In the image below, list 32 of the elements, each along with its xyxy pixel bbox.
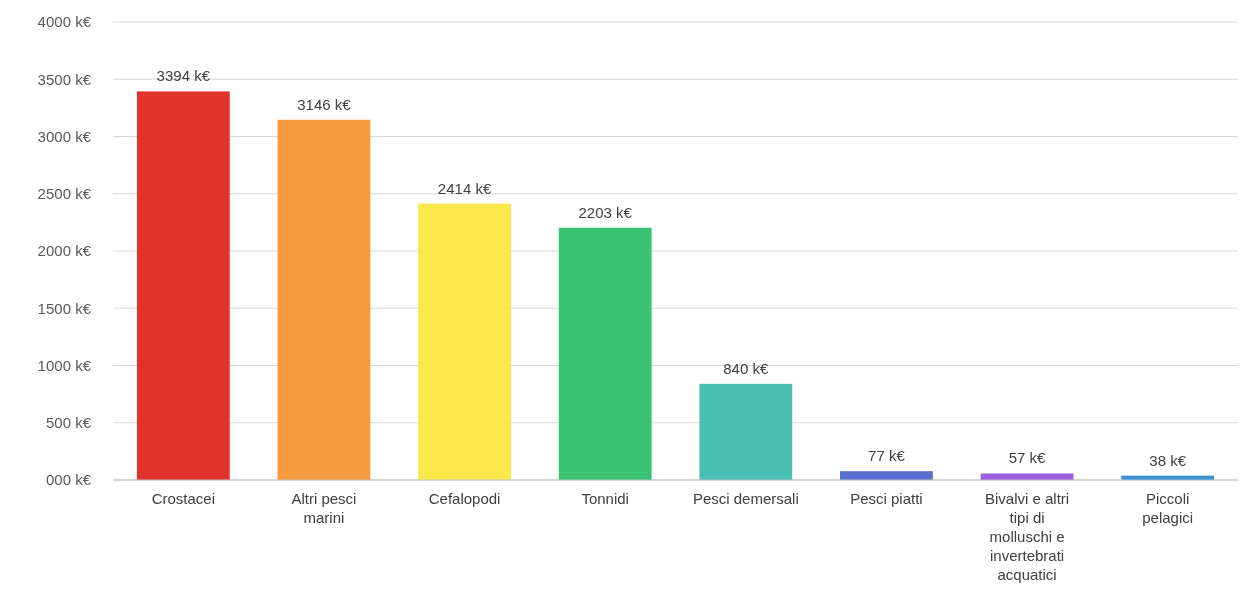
y-tick-label: 3000 k€ xyxy=(37,127,92,145)
y-tick-label: 3500 k€ xyxy=(37,70,92,88)
y-tick-label: 2000 k€ xyxy=(37,242,92,260)
x-tick-label: Tonnidi xyxy=(581,490,629,507)
x-tick-label: Altri pesci marini xyxy=(291,490,357,526)
bar xyxy=(840,471,933,480)
bar xyxy=(699,383,793,480)
y-tick-label: 1500 k€ xyxy=(37,299,92,317)
bar xyxy=(136,91,230,480)
data-label: 3394 k€ xyxy=(156,67,211,85)
data-label: 38 k€ xyxy=(1149,451,1187,469)
y-tick-label: 500 k€ xyxy=(45,414,92,431)
y-tick-label: 4000 k€ xyxy=(37,13,92,31)
x-tick-label: Bivalvi e altri tipi di molluschi e invertebrati acquatici xyxy=(984,490,1070,583)
data-label: 840 k€ xyxy=(723,359,769,377)
y-tick-label: 1000 k€ xyxy=(37,356,92,374)
data-label: 57 k€ xyxy=(1008,449,1047,467)
data-label: 77 k€ xyxy=(868,447,906,465)
y-tick-label: 2500 k€ xyxy=(37,185,92,202)
data-label: 2203 k€ xyxy=(578,203,633,221)
y-tick-label: 000 k€ xyxy=(45,471,92,489)
bar xyxy=(558,227,652,480)
x-tick-label: Piccoli pelagici xyxy=(1142,490,1194,526)
bar xyxy=(418,203,511,480)
x-tick-label: Pesci piatti xyxy=(850,490,923,507)
data-label: 3146 k€ xyxy=(297,95,352,113)
bar xyxy=(980,473,1074,480)
bar xyxy=(277,119,371,480)
x-tick-label: Crostacei xyxy=(151,490,215,507)
x-tick-label: Pesci demersali xyxy=(692,490,799,507)
data-label: 2414 k€ xyxy=(437,179,492,197)
x-tick-label: Cefalopodi xyxy=(428,490,501,507)
